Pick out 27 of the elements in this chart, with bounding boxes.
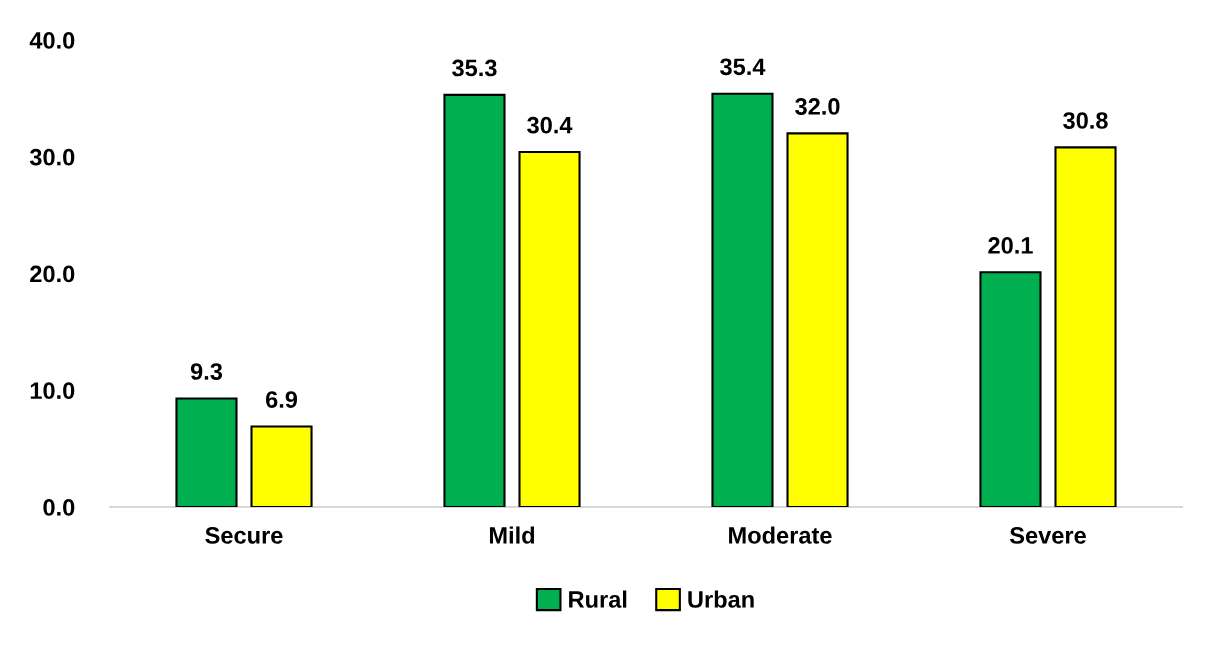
bar (786, 132, 849, 507)
data-label: 32.0 (795, 98, 840, 115)
data-label: 20.1 (988, 237, 1033, 254)
bar (711, 92, 774, 507)
x-tick-label: Severe (1009, 527, 1086, 544)
data-label: 30.8 (1063, 112, 1108, 129)
data-label: 6.9 (265, 391, 298, 408)
y-tick-label: 30.0 (29, 148, 75, 166)
bar (979, 271, 1042, 507)
data-label: 30.4 (527, 116, 573, 134)
y-tick-label: 10.0 (30, 382, 75, 400)
legend-label: Urban (688, 590, 754, 608)
bar (1054, 146, 1117, 507)
x-tick-label: Moderate (729, 526, 832, 544)
bar (443, 93, 506, 507)
bar (175, 397, 238, 507)
data-label: 35.4 (720, 58, 766, 76)
y-tick-label: 20.0 (30, 265, 75, 283)
y-tick-label: 0.0 (43, 499, 75, 516)
x-tick-label: Mild (489, 526, 535, 544)
x-tick-label: Secure (205, 527, 283, 544)
bar (518, 151, 581, 507)
legend-label: Rural (569, 590, 627, 608)
bar (250, 425, 313, 507)
y-tick-label: 40.0 (29, 32, 75, 49)
data-label: 35.3 (452, 59, 497, 77)
data-label: 9.3 (190, 363, 223, 380)
